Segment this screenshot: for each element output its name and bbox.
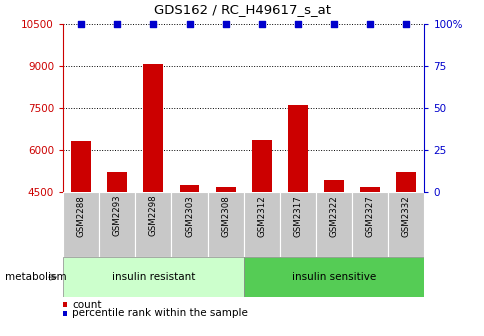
Text: GSM2298: GSM2298 [149,195,158,237]
Bar [243,257,424,297]
Point [402,21,409,26]
Bar [251,140,271,192]
Bar [179,184,199,192]
Point [365,21,373,26]
Text: insulin resistant: insulin resistant [111,272,195,282]
Bar [243,192,279,257]
Point [185,21,193,26]
Bar [287,105,307,192]
Bar [387,192,424,257]
Point [149,21,157,26]
Point [221,21,229,26]
Bar [71,141,91,192]
Bar [63,257,243,297]
Bar [395,172,415,192]
Bar [207,192,243,257]
Bar [279,192,316,257]
Text: GSM2308: GSM2308 [221,195,230,237]
Bar [316,192,351,257]
Point [77,21,85,26]
Point [330,21,337,26]
Bar [143,64,163,192]
Text: metabolism: metabolism [5,272,66,282]
Text: GDS162 / RC_H49617_s_at: GDS162 / RC_H49617_s_at [154,3,330,16]
Text: GSM2312: GSM2312 [257,195,266,237]
Bar [135,192,171,257]
Bar [323,180,343,192]
Bar [107,172,127,192]
Text: GSM2332: GSM2332 [401,195,410,237]
Bar [360,187,379,192]
Text: GSM2327: GSM2327 [365,195,374,237]
Bar [351,192,387,257]
Text: GSM2293: GSM2293 [112,195,121,237]
Text: percentile rank within the sample: percentile rank within the sample [72,308,248,318]
Text: count: count [72,300,102,309]
Text: GSM2322: GSM2322 [329,195,338,237]
Bar [63,192,99,257]
Point [113,21,121,26]
Bar [215,187,235,192]
Bar [171,192,207,257]
Text: insulin sensitive: insulin sensitive [291,272,376,282]
Text: GSM2303: GSM2303 [184,195,194,237]
Text: GSM2288: GSM2288 [76,195,86,237]
Point [293,21,301,26]
Point [257,21,265,26]
Text: GSM2317: GSM2317 [293,195,302,237]
Bar [99,192,135,257]
